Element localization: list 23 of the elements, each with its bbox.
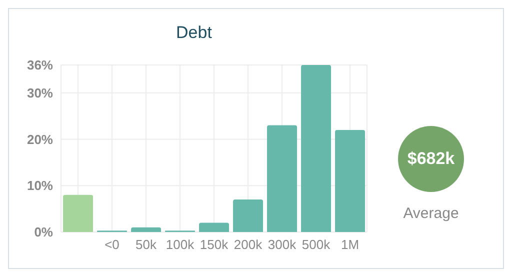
bar bbox=[131, 227, 162, 232]
bar bbox=[63, 194, 94, 232]
x-tick-label: 300k bbox=[268, 237, 297, 252]
bar bbox=[301, 65, 332, 232]
y-tick-label: 20% bbox=[26, 132, 54, 147]
x-tick-label: <0 bbox=[104, 237, 120, 252]
y-tick-label: 30% bbox=[26, 85, 54, 100]
x-tick-label: 100k bbox=[166, 237, 195, 252]
bar bbox=[233, 200, 264, 232]
x-tick-label: 500k bbox=[302, 237, 331, 252]
bar bbox=[199, 222, 230, 232]
bar bbox=[335, 130, 366, 232]
text: $682k bbox=[406, 149, 456, 169]
bar bbox=[267, 125, 298, 232]
x-tick-label: 50k bbox=[136, 237, 157, 252]
text: Average bbox=[402, 205, 460, 222]
x-tick-label: 200k bbox=[234, 237, 263, 252]
x-tick-label: 1M bbox=[340, 237, 360, 252]
y-tick-label: 0% bbox=[34, 224, 54, 240]
x-tick-label: 150k bbox=[200, 237, 229, 252]
y-tick-label: 10% bbox=[26, 178, 54, 194]
chart-title: Debt bbox=[175, 23, 213, 43]
y-tick-label: 36% bbox=[26, 58, 54, 73]
